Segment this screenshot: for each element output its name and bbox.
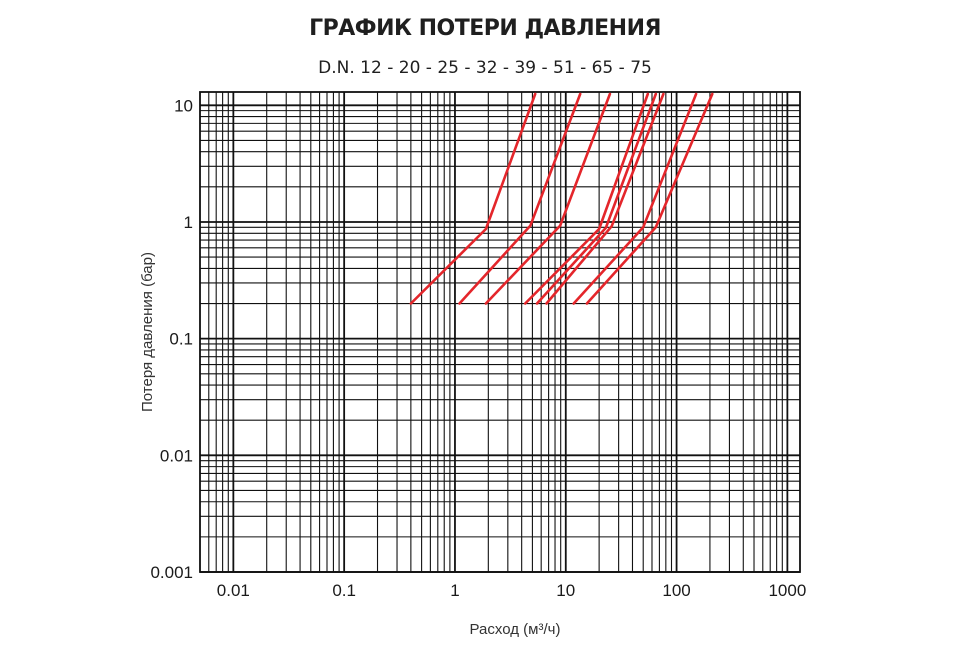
series-line-2	[458, 92, 582, 305]
y-tick-label: 10	[174, 96, 193, 115]
grid-lines	[199, 91, 801, 573]
series-line-1	[409, 92, 537, 305]
series-line-3	[484, 92, 612, 305]
x-tick-label: 100	[662, 581, 690, 600]
series-line-7	[572, 92, 698, 305]
x-tick-label: 0.01	[217, 581, 250, 600]
y-axis-title: Потеря давления (бар)	[139, 252, 156, 412]
series-line-6	[545, 92, 665, 305]
series-line-5	[535, 92, 658, 305]
x-tick-label: 10	[556, 581, 575, 600]
y-tick-labels: 0.001 0.01 0.1 1 10	[150, 96, 193, 582]
chart-title: ГРАФИК ПОТЕРИ ДАВЛЕНИЯ	[309, 16, 661, 41]
plot-frame	[199, 91, 801, 573]
chart-subtitle: D.N. 12 - 20 - 25 - 32 - 39 - 51 - 65 - …	[318, 58, 652, 78]
x-tick-label: 0.1	[332, 581, 356, 600]
series-line-4	[523, 92, 650, 305]
y-tick-label: 0.1	[169, 330, 193, 349]
x-tick-label: 1000	[768, 581, 806, 600]
x-tick-label: 1	[450, 581, 459, 600]
y-tick-label: 0.01	[160, 446, 193, 465]
x-axis-title: Расход (м³/ч)	[470, 621, 561, 638]
series-line-8	[585, 92, 714, 305]
x-tick-labels: 0.01 0.1 1 10 100 1000	[217, 581, 806, 600]
y-tick-label: 1	[184, 213, 193, 232]
data-series	[409, 92, 714, 305]
y-tick-label: 0.001	[150, 563, 193, 582]
